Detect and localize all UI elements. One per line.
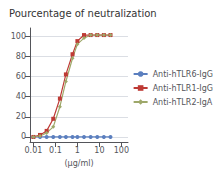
svg-text:1: 1 — [75, 146, 80, 155]
svg-text:40: 40 — [16, 92, 26, 101]
svg-text:0.1: 0.1 — [49, 146, 62, 155]
svg-text:Pourcentage of neutralization: Pourcentage of neutralization — [9, 8, 157, 19]
svg-text:10: 10 — [94, 146, 104, 155]
svg-text:100: 100 — [114, 146, 129, 155]
svg-text:100: 100 — [11, 32, 26, 41]
svg-text:60: 60 — [16, 72, 26, 81]
svg-text:Anti-hTLR2-IgA: Anti-hTLR2-IgA — [153, 98, 213, 107]
svg-text:0.01: 0.01 — [25, 146, 43, 155]
svg-text:Anti-hTLR1-IgG: Anti-hTLR1-IgG — [153, 84, 213, 93]
svg-text:80: 80 — [16, 52, 26, 61]
svg-text:Anti-hTLR6-IgG: Anti-hTLR6-IgG — [153, 70, 213, 79]
svg-text:(μg/ml): (μg/ml) — [64, 159, 93, 168]
svg-text:20: 20 — [16, 112, 26, 121]
svg-text:0: 0 — [21, 132, 26, 141]
